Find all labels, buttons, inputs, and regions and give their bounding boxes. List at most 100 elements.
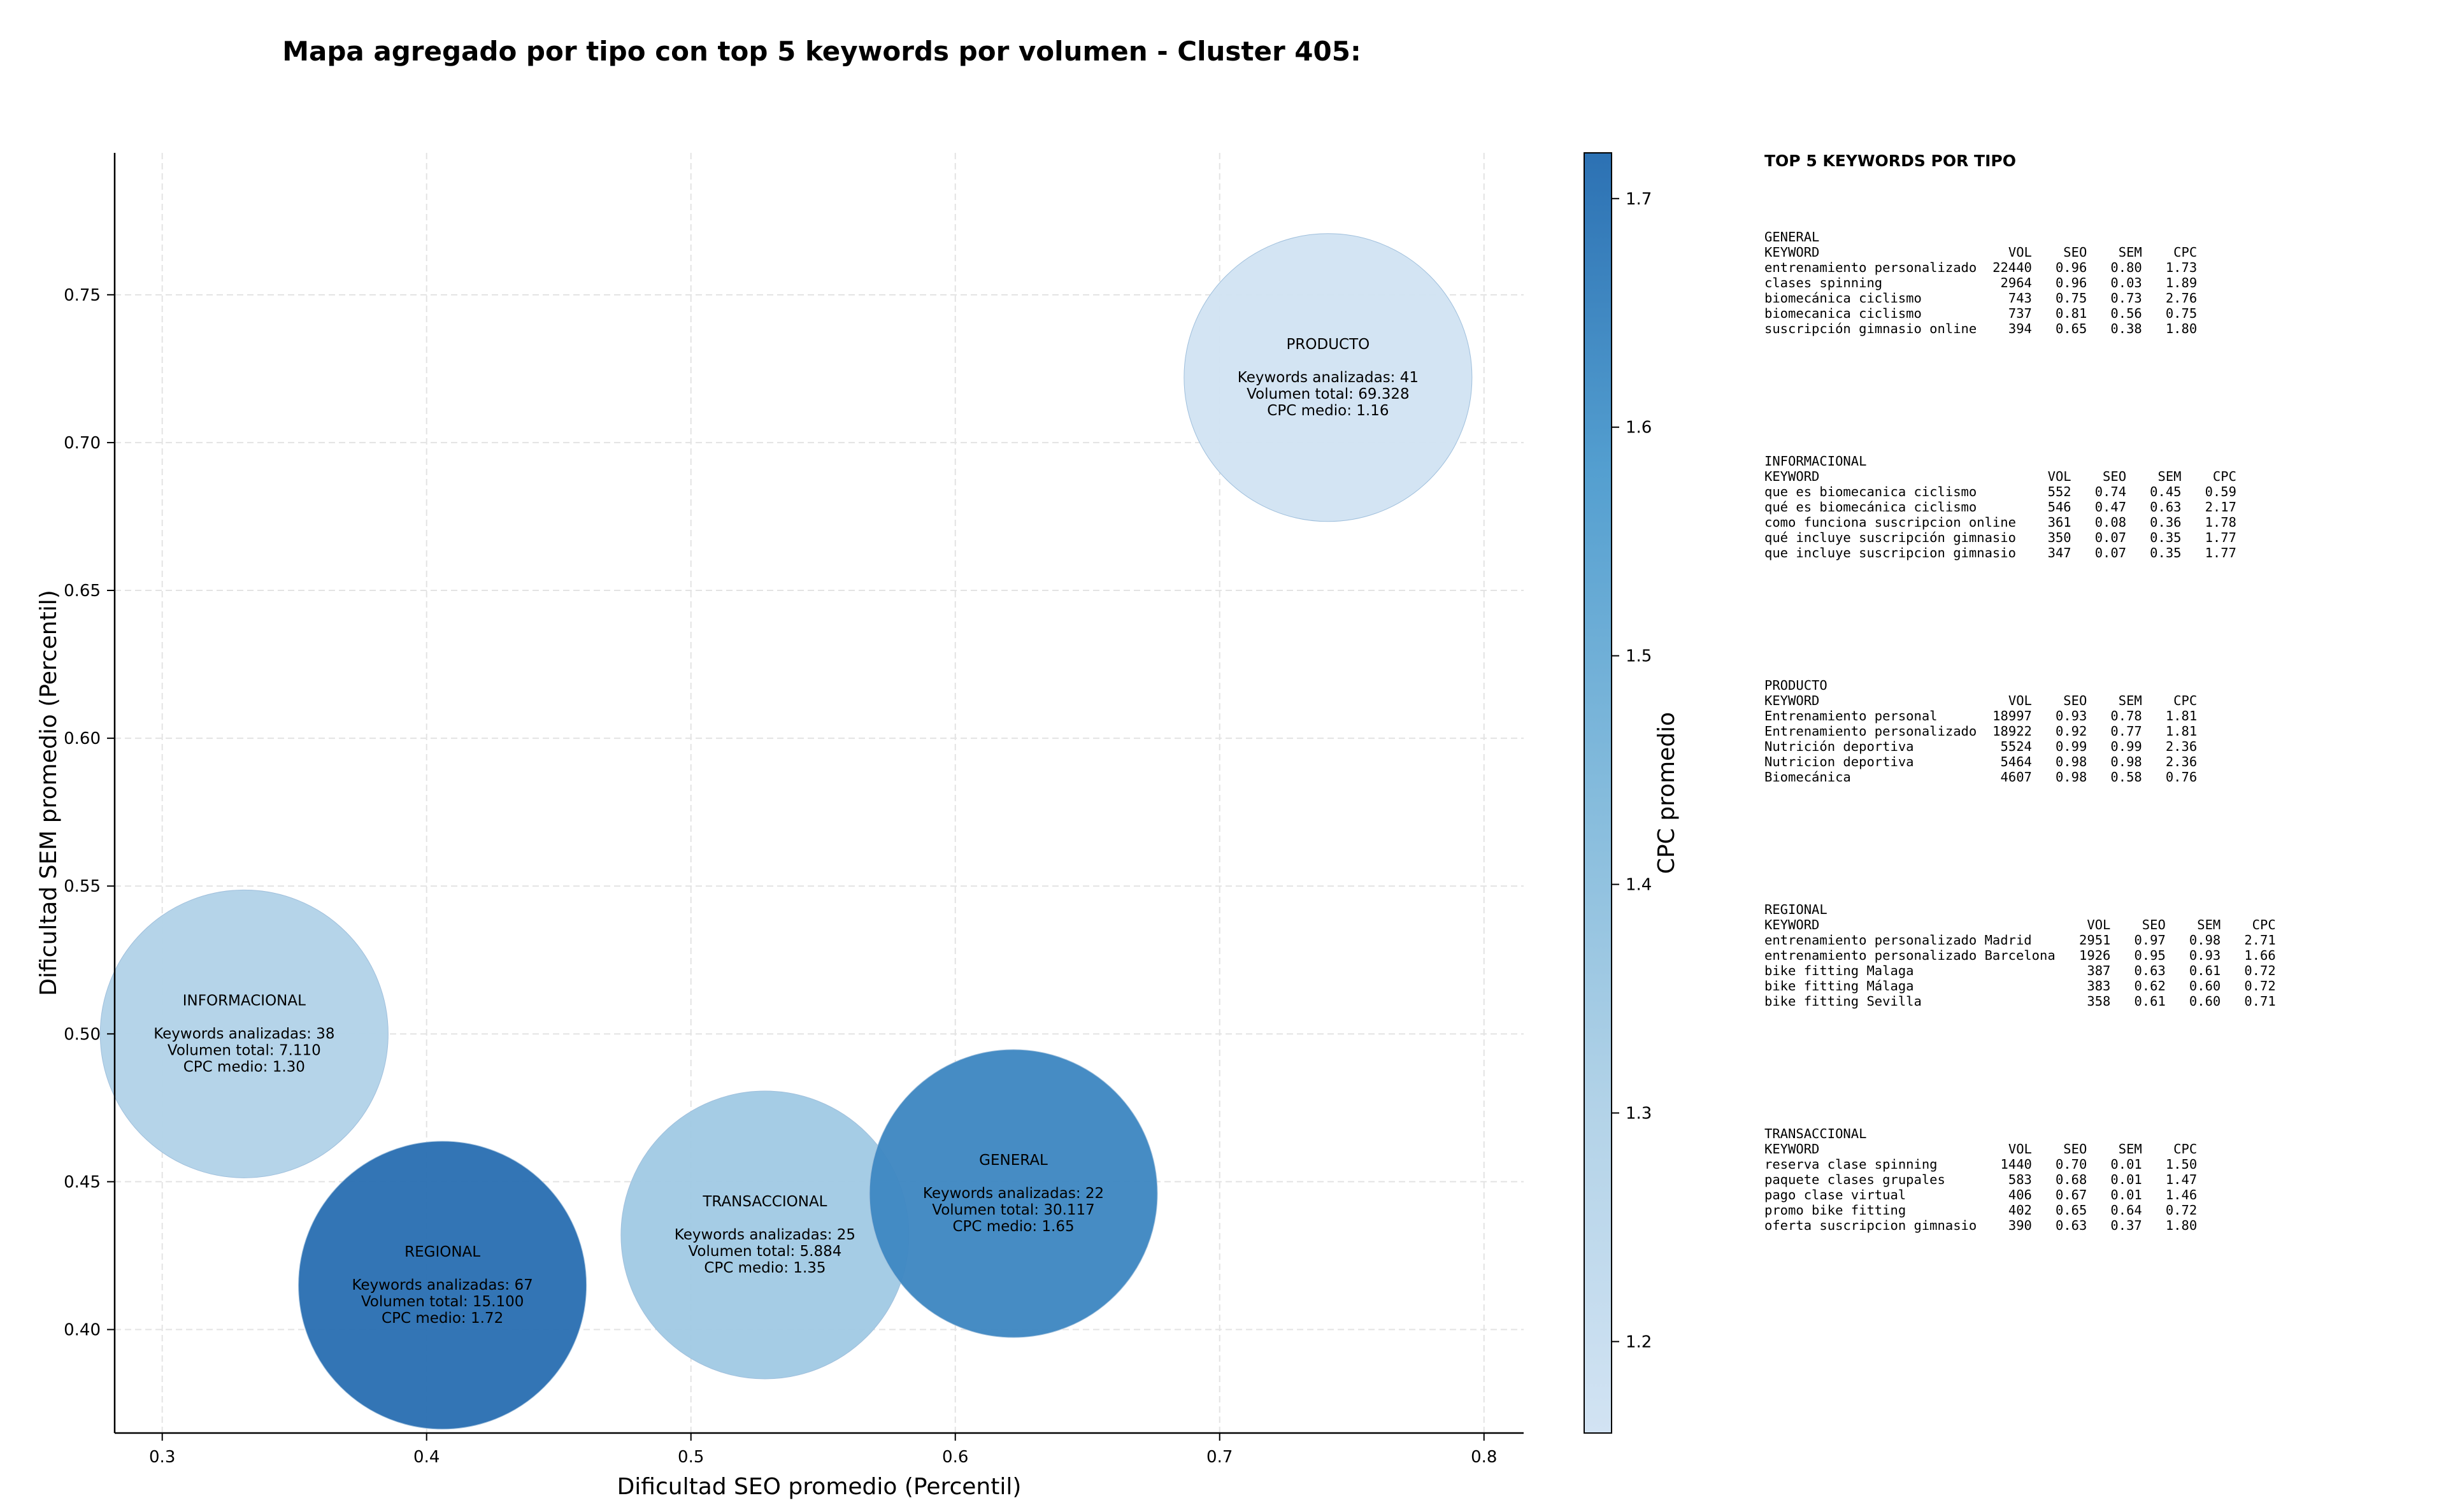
metric-cell: SEO [2103, 469, 2127, 484]
metric-cell: 0.45 [2150, 484, 2182, 499]
x-axis-label: Dificultad SEO promedio (Percentil) [617, 1474, 1022, 1500]
keyword-cell: paquete clases grupales [1764, 1172, 1945, 1187]
y-tick-label: 0.45 [64, 1173, 101, 1192]
bubble-total-volume: Volumen total: 7.110 [168, 1042, 321, 1059]
metric-cell: 552 [2047, 484, 2071, 499]
metric-cell: 0.01 [2110, 1157, 2142, 1172]
side-panel-title: TOP 5 KEYWORDS POR TIPO [1764, 152, 2016, 170]
metric-cell: 0.01 [2110, 1172, 2142, 1187]
keyword-row: biomecánica ciclismo 743 0.75 0.73 2.76 [1764, 290, 2197, 306]
metric-cell: 0.80 [2110, 260, 2142, 275]
keyword-cell: como funciona suscripcion online [1764, 515, 2016, 530]
keyword-cell: pago clase virtual [1764, 1187, 1906, 1202]
metric-cell: 0.63 [2150, 499, 2182, 515]
keyword-row: pago clase virtual 406 0.67 0.01 1.46 [1764, 1187, 2197, 1202]
metric-cell: 0.68 [2055, 1172, 2087, 1187]
metric-cell: 0.61 [2189, 963, 2221, 978]
keyword-table-transaccional: TRANSACCIONAL KEYWORD VOL SEO SEM CPC reserva … [1764, 1126, 2197, 1233]
metric-cell: 2.71 [2244, 932, 2276, 948]
metric-cell: 1.80 [2165, 321, 2198, 336]
keyword-table-general: GENERAL KEYWORD VOL SEO SEM CPC entrenamiento … [1764, 229, 2197, 336]
metric-cell: 22440 [1992, 260, 2032, 275]
bubble-regional [298, 1141, 587, 1430]
metric-cell: SEO [2063, 1141, 2087, 1157]
metric-cell: 0.99 [2110, 739, 2142, 754]
metric-cell: 0.95 [2134, 948, 2166, 963]
keyword-row: entrenamiento personalizado Barcelona 192… [1764, 948, 2276, 963]
keyword-row: suscripción gimnasio online 394 0.65 0.38 1.… [1764, 321, 2197, 336]
metric-cell: 1.81 [2165, 708, 2198, 724]
metric-cell: 383 [2087, 978, 2111, 994]
metric-cell: 2.76 [2165, 290, 2198, 306]
keyword-row: promo bike fitting 402 0.65 0.64 0.72 [1764, 1202, 2197, 1218]
colorbar-tick-label: 1.3 [1626, 1104, 1652, 1123]
keyword-cell: biomecanica ciclismo [1764, 306, 1922, 321]
keyword-cell: clases spinning [1764, 275, 1883, 290]
x-tick-label: 0.3 [149, 1448, 175, 1467]
bubble-total-volume: Volumen total: 5.884 [688, 1243, 841, 1260]
metric-cell: 0.37 [2110, 1218, 2142, 1233]
metric-cell: 743 [2008, 290, 2032, 306]
metric-cell: 0.70 [2055, 1157, 2087, 1172]
column-header-row: KEYWORD VOL SEO SEM CPC [1764, 693, 2197, 708]
metric-cell: 0.67 [2055, 1187, 2087, 1202]
keyword-row: Entrenamiento personal 18997 0.93 0.78 1.81 [1764, 708, 2197, 724]
keyword-cell: que incluye suscripcion gimnasio [1764, 545, 2016, 560]
metric-cell: 0.97 [2134, 932, 2166, 948]
metric-cell: 2964 [2000, 275, 2032, 290]
metric-cell: 4607 [2000, 769, 2032, 785]
metric-cell: 5464 [2000, 754, 2032, 769]
metric-cell: 1440 [2000, 1157, 2032, 1172]
metric-cell: 0.78 [2110, 708, 2142, 724]
metric-cell: SEO [2063, 693, 2087, 708]
metric-cell: 0.07 [2094, 530, 2127, 545]
metric-cell: VOL [2008, 693, 2032, 708]
keyword-cell: entrenamiento personalizado Barcelona [1764, 948, 2056, 963]
keyword-row: como funciona suscripcion online 361 0.08 0… [1764, 515, 2236, 530]
metric-cell: 0.60 [2189, 978, 2221, 994]
keyword-row: que incluye suscripcion gimnasio 347 0.07 0… [1764, 545, 2236, 560]
metric-cell: 0.98 [2055, 754, 2087, 769]
metric-cell: 402 [2008, 1202, 2032, 1218]
keyword-cell: qué es biomecánica ciclismo [1764, 499, 1977, 515]
x-tick-label: 0.8 [1471, 1448, 1497, 1467]
metric-cell: 0.63 [2055, 1218, 2087, 1233]
y-tick-label: 0.75 [64, 286, 101, 305]
keyword-cell: Biomecánica [1764, 769, 1851, 785]
metric-cell: 1.89 [2165, 275, 2198, 290]
metric-cell: 1.77 [2205, 545, 2236, 560]
colorbar: 1.2 1.3 1.4 1.5 1.6 1.7 CPC promedio [1584, 152, 1680, 1434]
metric-cell: 0.72 [2165, 1202, 2198, 1218]
bubble-keywords-count: Keywords analizadas: 67 [352, 1277, 533, 1294]
keyword-row: que es biomecanica ciclismo 552 0.74 0.45 0.… [1764, 484, 2236, 499]
metric-cell: 18922 [1992, 724, 2032, 739]
metric-cell: 1.50 [2165, 1157, 2198, 1172]
metric-cell: 0.65 [2055, 321, 2087, 336]
metric-cell: 0.72 [2244, 963, 2276, 978]
metric-cell: 2.17 [2205, 499, 2236, 515]
metric-cell: 0.98 [2110, 754, 2142, 769]
keyword-cell: bike fitting Sevilla [1764, 994, 1922, 1009]
metric-cell: 0.72 [2244, 978, 2276, 994]
metric-cell: 387 [2087, 963, 2111, 978]
group-name: TRANSACCIONAL [1764, 1126, 1867, 1141]
bubble-label: REGIONAL [404, 1244, 480, 1260]
metric-cell: 0.98 [2189, 932, 2221, 948]
metric-cell: CPC [2173, 245, 2198, 260]
metric-cell: 347 [2047, 545, 2071, 560]
keyword-cell: KEYWORD [1764, 469, 1820, 484]
colorbar-tick-label: 1.5 [1626, 647, 1652, 666]
metric-cell: 0.35 [2150, 545, 2182, 560]
y-tick-label: 0.70 [64, 434, 101, 453]
metric-cell: SEM [2118, 693, 2142, 708]
metric-cell: CPC [2173, 693, 2198, 708]
keyword-table-producto: PRODUCTO KEYWORD VOL SEO SEM CPC Entrenamiento… [1764, 678, 2197, 785]
metric-cell: SEM [2118, 1141, 2142, 1157]
metric-cell: 1.47 [2165, 1172, 2198, 1187]
keyword-row: bike fitting Malaga 387 0.63 0.61 0.72 [1764, 963, 2276, 978]
bubble-general [869, 1049, 1158, 1338]
metric-cell: 0.03 [2110, 275, 2142, 290]
metric-cell: 0.63 [2134, 963, 2166, 978]
